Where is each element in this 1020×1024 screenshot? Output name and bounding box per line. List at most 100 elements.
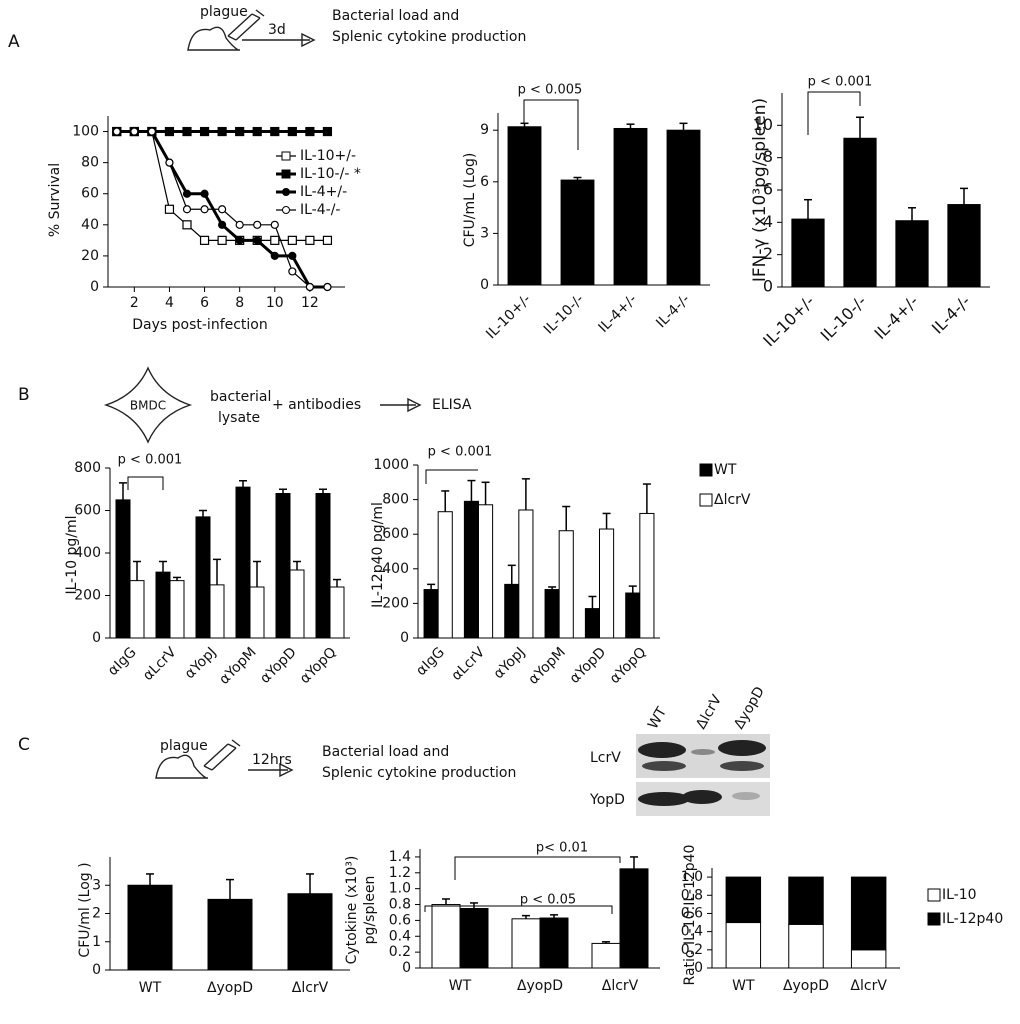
marker [182, 126, 192, 137]
annotation: p < 0.001 [808, 75, 873, 90]
x-tick-label: 6 [200, 295, 209, 311]
x-axis-label: Days post-infection [132, 317, 268, 333]
legend-marker [281, 169, 291, 179]
schematic-agent: plague [200, 4, 248, 20]
y-tick-label: 0.6 [681, 905, 703, 921]
x-tick-label: IL-10+/- [483, 291, 534, 342]
marker [288, 267, 297, 276]
y-axis-label: % Survival [47, 163, 63, 237]
y-tick-label: 80 [81, 155, 99, 171]
y-tick-label: 100 [72, 124, 99, 140]
bar [129, 580, 145, 639]
marker [147, 127, 156, 136]
bar [584, 608, 601, 639]
blot-row-label: LcrV [590, 750, 621, 766]
bar [895, 220, 929, 288]
bar [791, 218, 825, 288]
x-tick-label: IL-10-/- [817, 292, 870, 345]
x-tick-label: 8 [235, 295, 244, 311]
x-tick-label: IL-4-/- [653, 291, 693, 331]
x-tick-label: αIgG [105, 644, 140, 679]
x-tick-label: αYopQ [607, 644, 650, 687]
y-axis-label: IFN-γ (x10³pg/spleen) [750, 98, 770, 282]
marker [322, 126, 333, 137]
y-tick-label: 0.8 [681, 887, 703, 903]
x-tick-label: 2 [130, 295, 139, 311]
y-axis-label: CFU/ml (Log ) [77, 862, 93, 957]
bar [843, 137, 877, 288]
x-tick-label: IL-4+/- [870, 292, 922, 344]
bar [431, 904, 461, 969]
arrow [248, 762, 294, 778]
bar [788, 876, 824, 925]
significance-bracket [127, 476, 164, 490]
marker [270, 251, 279, 261]
bar [560, 179, 595, 286]
marker [305, 126, 315, 137]
x-tick-label: αIgG [413, 644, 448, 679]
x-tick-label: WT [449, 978, 472, 994]
x-tick-label: IL-10+/- [759, 292, 818, 351]
mouse-icon [187, 26, 241, 51]
blot-band [642, 761, 686, 771]
bar [613, 127, 648, 286]
bar [850, 876, 887, 951]
bar [504, 583, 520, 639]
syringe-icon [227, 9, 265, 41]
bar [235, 486, 251, 639]
annotation: p < 0.001 [428, 445, 493, 460]
y-tick-label: 6 [763, 180, 773, 199]
arrow [242, 32, 316, 48]
bar [518, 509, 534, 639]
x-tick-label: ΔyopD [207, 980, 253, 996]
x-tick-label: αYopD [567, 644, 610, 687]
blot-band [732, 792, 760, 800]
bar [315, 493, 331, 639]
bar [539, 917, 569, 969]
marker [182, 220, 192, 230]
legend-label: WT [714, 462, 737, 478]
y-tick-label: 400 [382, 561, 409, 577]
y-tick-label: 600 [74, 503, 101, 519]
marker [235, 220, 244, 229]
bar [169, 580, 185, 639]
significance-bracket [523, 99, 579, 150]
y-tick-label: 1.4 [389, 849, 411, 865]
bar [329, 586, 345, 639]
y-tick-label: 10 [753, 115, 773, 134]
schematic-readout: ELISA [432, 397, 472, 413]
legend-label: IL-4+/- [300, 184, 347, 200]
y-tick-label: 0 [400, 630, 409, 646]
blot-band [638, 742, 686, 758]
legend-swatch [699, 493, 713, 507]
legend-label: IL-10+/- [300, 148, 356, 164]
schematic-step: bacterial [210, 389, 271, 405]
annotation: p < 0.005 [518, 83, 583, 98]
x-tick-label: ΔlcrV [602, 978, 639, 994]
x-tick-label: αLcrV [449, 644, 489, 684]
bar [459, 908, 489, 969]
y-tick-label: 0.2 [681, 942, 703, 958]
bar [850, 949, 887, 969]
annotation: p < 0.05 [520, 893, 576, 908]
marker [287, 126, 297, 137]
x-tick-label: αLcrV [140, 644, 180, 684]
marker [130, 127, 139, 136]
x-tick-label: 10 [266, 295, 284, 311]
y-tick-label: 400 [74, 545, 101, 561]
blot-band [691, 749, 715, 755]
marker [217, 126, 227, 137]
panel-label: B [18, 385, 30, 405]
bar [463, 500, 479, 639]
western-blot [636, 734, 770, 816]
marker [199, 235, 210, 245]
marker [112, 127, 121, 136]
cell-icon [103, 366, 193, 444]
y-axis-label: Ratio IL-10:IL-12p40 [682, 845, 698, 986]
legend-label: IL-12p40 [942, 911, 1003, 927]
bar [287, 893, 333, 971]
marker [253, 236, 262, 245]
bar [478, 504, 494, 639]
y-tick-label: 0.2 [389, 944, 411, 960]
